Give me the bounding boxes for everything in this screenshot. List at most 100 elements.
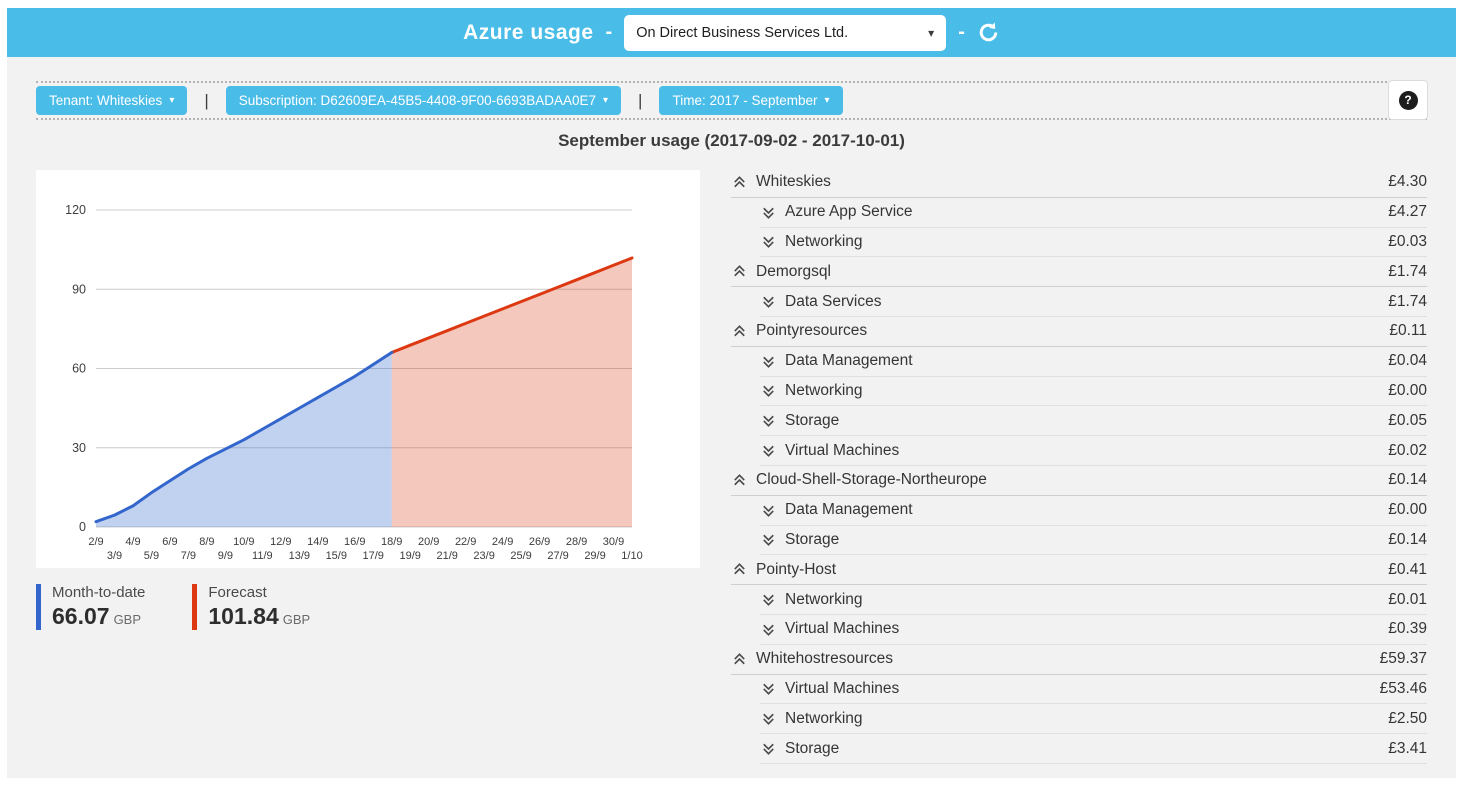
expand-double-chevron-down-icon[interactable] xyxy=(760,591,777,608)
usage-list: Whiteskies £4.30 Azure App Service £4.27 Net… xyxy=(731,168,1427,764)
usage-service-value: £0.01 xyxy=(1388,590,1427,608)
usage-service-label: Virtual Machines xyxy=(785,441,900,459)
usage-group-row[interactable]: Pointyresources £0.11 xyxy=(731,317,1427,347)
legend-forecast: Forecast 101.84 GBP xyxy=(192,584,310,630)
usage-service-row[interactable]: Azure App Service £4.27 xyxy=(760,198,1427,228)
legend-value-row: 66.07 GBP xyxy=(52,603,145,630)
x-axis-tick-label: 3/9 xyxy=(107,550,122,562)
x-axis-tick-label: 19/9 xyxy=(399,550,420,562)
usage-group-row[interactable]: Whiteskies £4.30 xyxy=(731,168,1427,198)
usage-service-label: Storage xyxy=(785,739,840,757)
usage-service-value: £4.27 xyxy=(1388,203,1427,221)
expand-double-chevron-down-icon[interactable] xyxy=(760,204,777,221)
company-dropdown[interactable]: On Direct Business Services Ltd. ▾ xyxy=(624,14,947,51)
chevron-down-icon: ▾ xyxy=(169,95,175,106)
tenant-filter-label: Tenant: Whiteskies xyxy=(49,93,163,108)
chart-panel: 0 30 60 90 120 2/9 3/9 4/9 5/9 6/9 7/9 8/9 9/9 10/9 11… xyxy=(36,170,700,568)
usage-group-label: Pointy-Host xyxy=(756,560,837,578)
expand-double-chevron-down-icon[interactable] xyxy=(760,740,777,757)
y-axis-tick-label: 90 xyxy=(72,282,86,296)
usage-group-row[interactable]: Cloud-Shell-Storage-Northeurope £0.14 xyxy=(731,466,1427,496)
x-axis-tick-label: 21/9 xyxy=(436,550,457,562)
usage-service-label: Virtual Machines xyxy=(785,620,900,638)
usage-service-value: £53.46 xyxy=(1379,679,1427,697)
time-filter-button[interactable]: Time: 2017 - September ▾ xyxy=(659,86,843,115)
y-axis-tick-label: 60 xyxy=(72,362,86,376)
x-axis-tick-label: 5/9 xyxy=(144,550,159,562)
usage-service-row[interactable]: Virtual Machines £0.39 xyxy=(760,615,1427,645)
usage-service-row[interactable]: Networking £2.50 xyxy=(760,704,1427,735)
x-axis-tick-label: 25/9 xyxy=(510,550,531,562)
chevron-down-icon: ▾ xyxy=(603,95,609,106)
usage-service-value: £0.02 xyxy=(1388,441,1427,459)
x-axis-tick-label: 17/9 xyxy=(363,550,384,562)
usage-group-label: Whitehostresources xyxy=(756,650,893,668)
expand-double-chevron-down-icon[interactable] xyxy=(760,412,777,429)
expand-double-chevron-down-icon[interactable] xyxy=(760,382,777,399)
collapse-double-chevron-up-icon[interactable] xyxy=(731,323,748,340)
usage-service-row[interactable]: Data Management £0.04 xyxy=(760,347,1427,377)
usage-service-label: Networking xyxy=(785,590,863,608)
subscription-filter-button[interactable]: Subscription: D62609EA-45B5-4408-9F00-66… xyxy=(225,86,622,115)
collapse-double-chevron-up-icon[interactable] xyxy=(731,174,748,191)
x-axis-tick-label: 18/9 xyxy=(381,536,402,548)
expand-double-chevron-down-icon[interactable] xyxy=(760,531,777,548)
tenant-filter-button[interactable]: Tenant: Whiteskies ▾ xyxy=(36,86,188,115)
help-button[interactable]: ? xyxy=(1388,80,1428,120)
usage-service-row[interactable]: Storage £0.14 xyxy=(760,526,1427,556)
expand-double-chevron-down-icon[interactable] xyxy=(760,293,777,310)
refresh-button[interactable] xyxy=(977,21,1000,44)
x-axis-tick-label: 24/9 xyxy=(492,536,513,548)
usage-service-label: Networking xyxy=(785,709,863,727)
x-axis-tick-label: 30/9 xyxy=(603,536,624,548)
usage-group-value: £0.14 xyxy=(1388,471,1427,489)
legend-value: 101.84 xyxy=(208,603,279,629)
expand-double-chevron-down-icon[interactable] xyxy=(760,710,777,727)
usage-service-label: Virtual Machines xyxy=(785,679,900,697)
usage-group-value: £0.41 xyxy=(1388,560,1427,578)
usage-service-row[interactable]: Networking £0.01 xyxy=(760,585,1427,615)
usage-group-label: Demorgsql xyxy=(756,262,831,280)
collapse-double-chevron-up-icon[interactable] xyxy=(731,561,748,578)
collapse-double-chevron-up-icon[interactable] xyxy=(731,651,748,668)
expand-double-chevron-down-icon[interactable] xyxy=(760,442,777,459)
x-axis-tick-label: 9/9 xyxy=(218,550,233,562)
month-to-date-area xyxy=(96,352,392,527)
filter-bar: Tenant: Whiteskies ▾ | Subscription: D62… xyxy=(36,81,1427,120)
refresh-icon xyxy=(979,22,998,42)
expand-double-chevron-down-icon[interactable] xyxy=(760,353,777,370)
usage-service-value: £0.04 xyxy=(1388,352,1427,370)
expand-double-chevron-down-icon[interactable] xyxy=(760,680,777,697)
usage-service-row[interactable]: Data Services £1.74 xyxy=(760,287,1427,317)
expand-double-chevron-down-icon[interactable] xyxy=(760,621,777,638)
chevron-down-icon: ▾ xyxy=(928,25,935,40)
usage-service-row[interactable]: Storage £3.41 xyxy=(760,734,1427,764)
usage-service-row[interactable]: Networking £0.03 xyxy=(760,228,1427,258)
expand-double-chevron-down-icon[interactable] xyxy=(760,502,777,519)
legend-currency: GBP xyxy=(282,612,311,627)
filter-separator: | xyxy=(638,90,643,110)
forecast-area xyxy=(391,257,632,527)
expand-double-chevron-down-icon[interactable] xyxy=(760,233,777,250)
collapse-double-chevron-up-icon[interactable] xyxy=(731,263,748,280)
legend-currency: GBP xyxy=(113,612,142,627)
usage-service-row[interactable]: Virtual Machines £53.46 xyxy=(760,675,1427,705)
x-axis-tick-label: 8/9 xyxy=(199,536,214,548)
x-axis-tick-label: 23/9 xyxy=(473,550,494,562)
usage-service-row[interactable]: Storage £0.05 xyxy=(760,406,1427,437)
month-to-date-line xyxy=(94,350,394,524)
usage-service-row[interactable]: Data Management £0.00 xyxy=(760,496,1427,526)
usage-group-row[interactable]: Whitehostresources £59.37 xyxy=(731,645,1427,675)
usage-service-row[interactable]: Virtual Machines £0.02 xyxy=(760,436,1427,466)
usage-group-value: £1.74 xyxy=(1388,262,1427,280)
collapse-double-chevron-up-icon[interactable] xyxy=(731,472,748,489)
y-axis-tick-label: 120 xyxy=(65,203,86,217)
x-axis-tick-label: 16/9 xyxy=(344,536,365,548)
legend-value: 66.07 xyxy=(52,603,110,629)
usage-service-row[interactable]: Networking £0.00 xyxy=(760,377,1427,407)
title-separator-2: - xyxy=(958,21,965,43)
question-mark-icon: ? xyxy=(1398,90,1418,110)
usage-service-label: Storage xyxy=(785,411,840,429)
usage-group-row[interactable]: Pointy-Host £0.41 xyxy=(731,555,1427,586)
usage-group-row[interactable]: Demorgsql £1.74 xyxy=(731,257,1427,288)
